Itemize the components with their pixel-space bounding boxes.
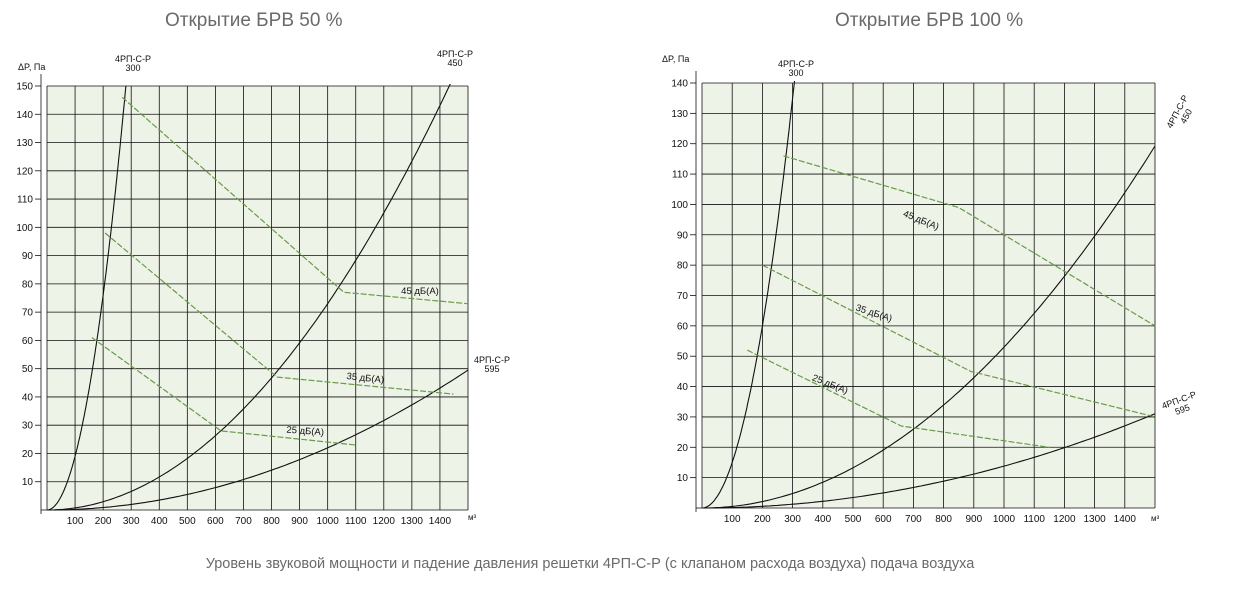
noise-line-0	[121, 96, 469, 305]
x-tick-label: 400	[814, 514, 831, 525]
noise-line-1	[104, 232, 454, 395]
curve-label-size: 450	[447, 58, 462, 68]
x-tick-label: 1000	[993, 514, 1016, 525]
x-tick-label: 1300	[401, 516, 424, 527]
curve-label: 4РП-С-Р	[115, 54, 151, 64]
y-tick-label: 120	[671, 139, 688, 150]
y-tick-label: 150	[16, 82, 33, 93]
noise-line-label: 35 дБ(А)	[346, 371, 385, 386]
y-tick-label: 60	[677, 321, 689, 332]
series-curve-2	[702, 413, 1156, 509]
x-tick-label: 1200	[373, 516, 396, 527]
chart-title-left: Открытие БРВ 50 %	[165, 10, 343, 31]
y-tick-label: 10	[677, 473, 689, 484]
curve-label-size: 595	[1174, 402, 1192, 417]
series-curve-0	[47, 85, 127, 511]
y-tick-label: 50	[22, 364, 34, 375]
x-tick-label: 1100	[345, 516, 367, 527]
noise-line-2	[747, 349, 1050, 448]
x-tick-label: 1300	[1083, 514, 1106, 525]
y-tick-label: 30	[22, 421, 34, 432]
y-axis-label: ΔP, Па	[662, 54, 689, 64]
x-axis-unit-label: м³	[1151, 514, 1160, 523]
y-tick-label: 20	[22, 449, 34, 460]
x-tick-label: 700	[905, 514, 922, 525]
x-tick-label: 900	[965, 514, 982, 525]
noise-line-2	[91, 337, 356, 446]
x-tick-label: 500	[179, 516, 196, 527]
x-tick-label: 400	[151, 516, 168, 527]
y-tick-label: 110	[17, 195, 33, 206]
y-tick-label: 30	[677, 412, 689, 423]
y-tick-label: 130	[16, 138, 33, 149]
y-tick-label: 70	[677, 291, 689, 302]
curve-label-size: 300	[125, 63, 140, 73]
x-axis-unit-label: м³	[468, 513, 477, 522]
curve-label: 4РП-С-Р	[437, 49, 473, 59]
y-axis-label: ΔP, Па	[18, 62, 45, 72]
chart-title-right: Открытие БРВ 100 %	[835, 10, 1024, 31]
y-tick-label: 80	[677, 261, 689, 272]
y-tick-label: 40	[22, 392, 34, 403]
y-tick-label: 40	[677, 382, 689, 393]
x-tick-label: 900	[291, 516, 308, 527]
x-tick-label: 1400	[1114, 514, 1137, 525]
y-tick-label: 140	[16, 110, 33, 121]
x-tick-label: 800	[935, 514, 952, 525]
y-tick-label: 90	[677, 230, 689, 241]
noise-line-0	[783, 155, 1156, 327]
chart-left: 10 20 30 40 50 60 70 80 90 100 110 120 130 140 150 100 2…	[16, 49, 510, 527]
series-curve-2	[47, 369, 469, 511]
series-curve-1	[702, 145, 1156, 509]
y-tick-label: 120	[16, 166, 33, 177]
x-tick-label: 300	[123, 516, 140, 527]
curve-label-size: 300	[788, 68, 803, 78]
y-tick-label: 110	[672, 170, 688, 181]
x-tick-label: 700	[235, 516, 252, 527]
x-tick-label: 600	[875, 514, 892, 525]
x-tick-label: 100	[67, 516, 84, 527]
y-tick-label: 80	[22, 279, 34, 290]
x-tick-label: 1100	[1023, 514, 1045, 525]
y-tick-label: 10	[22, 477, 34, 488]
plot-area	[47, 86, 468, 510]
x-tick-label: 600	[207, 516, 224, 527]
y-tick-label: 20	[677, 443, 689, 454]
y-tick-label: 140	[671, 79, 688, 90]
x-tick-label: 1200	[1053, 514, 1076, 525]
y-tick-label: 60	[22, 336, 34, 347]
series-curve-0	[702, 81, 796, 509]
curve-label: 4РП-С-Р	[778, 59, 814, 69]
figure-caption: Уровень звуковой мощности и падение давл…	[205, 556, 975, 572]
noise-line-1	[762, 264, 1156, 418]
curve-label-size: 595	[484, 364, 499, 374]
x-tick-label: 800	[263, 516, 280, 527]
curve-label: 4РП-С-Р	[474, 355, 510, 365]
chart-right: 10 20 30 40 50 60 70 80 90 100 110 120 130 140 100 200 3…	[662, 54, 1198, 525]
y-tick-label: 100	[671, 200, 688, 211]
noise-line-label: 45 дБ(А)	[401, 286, 439, 297]
x-tick-label: 1400	[429, 516, 452, 527]
x-tick-label: 100	[724, 514, 741, 525]
x-tick-label: 1000	[317, 516, 340, 527]
y-tick-label: 100	[16, 223, 33, 234]
x-tick-label: 200	[95, 516, 112, 527]
y-tick-label: 50	[677, 352, 689, 363]
x-tick-label: 300	[784, 514, 801, 525]
y-tick-label: 130	[671, 109, 688, 120]
x-tick-label: 200	[754, 514, 771, 525]
y-tick-label: 90	[22, 251, 34, 262]
x-tick-label: 500	[845, 514, 862, 525]
noise-line-label: 25 дБ(А)	[286, 425, 324, 439]
series-curve-1	[47, 84, 451, 511]
y-tick-label: 70	[22, 308, 34, 319]
